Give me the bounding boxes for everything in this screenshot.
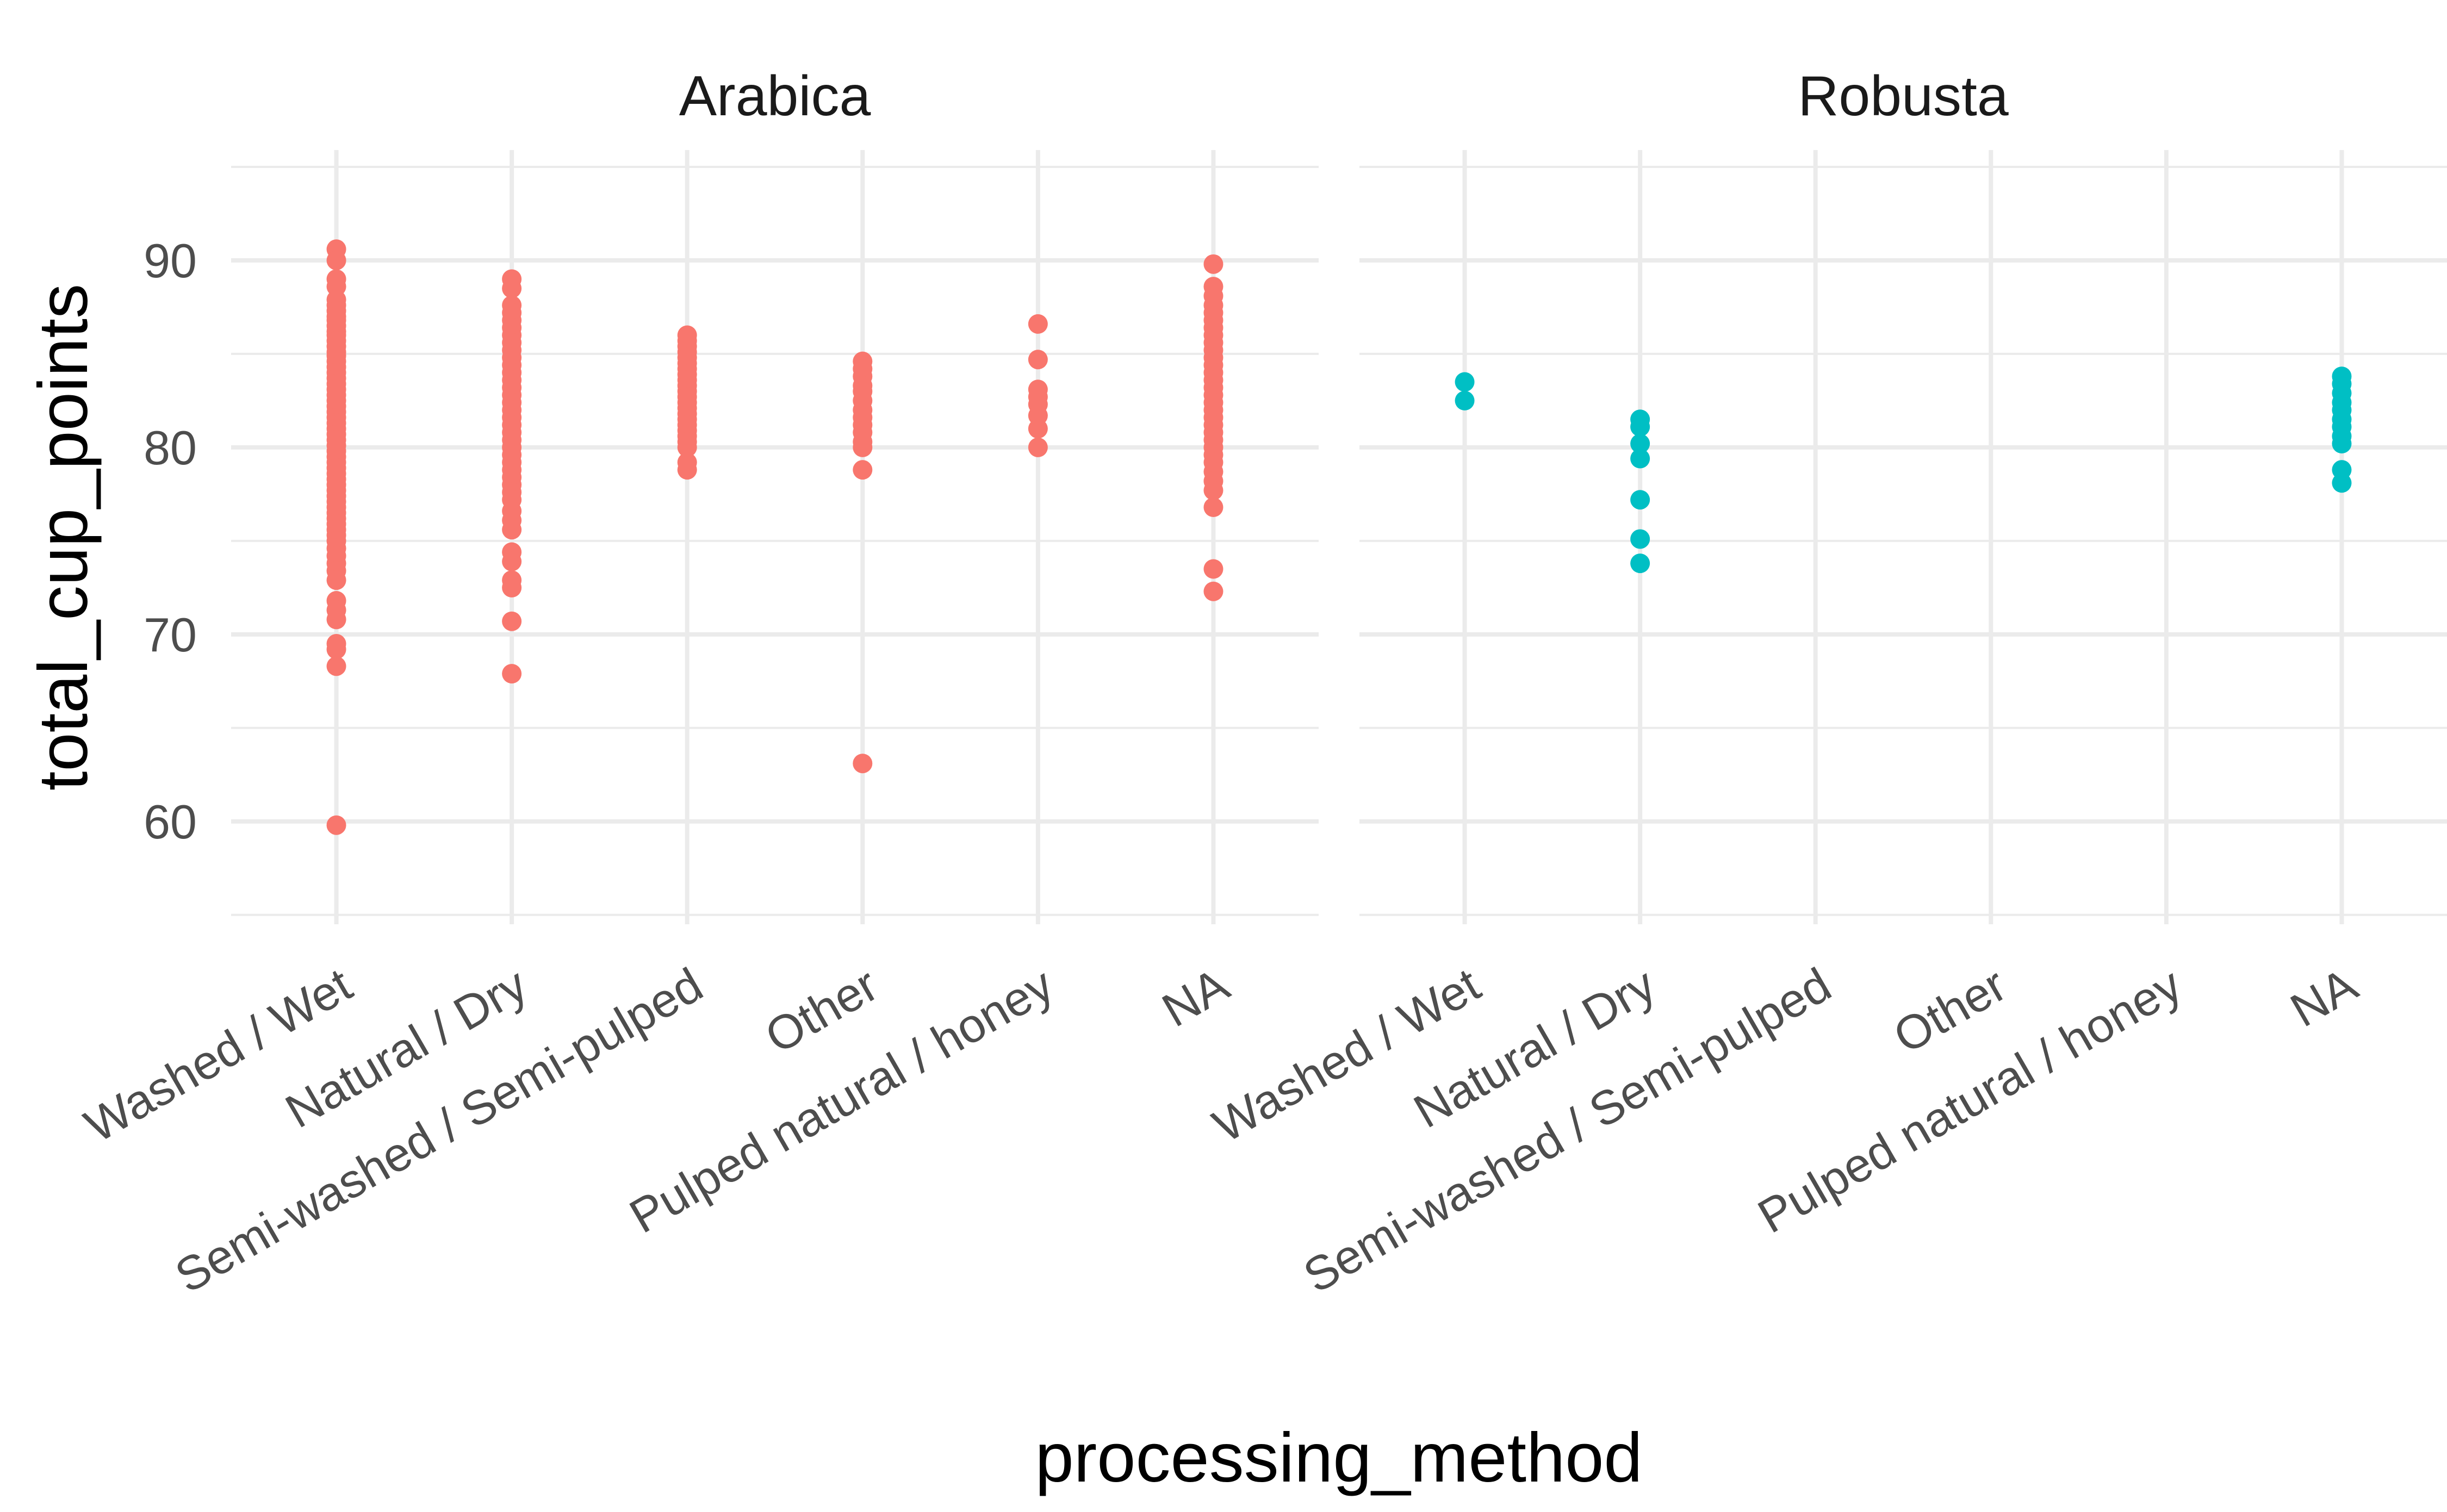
data-point (502, 611, 522, 631)
y-axis-title: total_cup_points (24, 284, 102, 791)
data-point (677, 460, 697, 480)
data-point (502, 551, 522, 571)
data-point (1455, 390, 1475, 410)
data-point (2332, 434, 2352, 454)
data-point (502, 664, 522, 684)
data-point (1630, 417, 1650, 437)
x-tick-label: Other (1885, 957, 2015, 1064)
y-tick-label: 90 (144, 234, 197, 288)
data-point (326, 639, 346, 659)
data-point (853, 754, 873, 774)
data-point (1203, 581, 1224, 601)
data-points (1455, 366, 2352, 574)
data-point (1028, 350, 1048, 370)
data-point (1203, 497, 1224, 517)
data-point (326, 570, 346, 590)
facet-strip-label-robusta: Robusta (1798, 65, 2009, 128)
data-point (502, 520, 522, 540)
data-point (1203, 254, 1224, 274)
y-tick-label: 60 (144, 795, 197, 849)
data-point (1028, 437, 1048, 457)
data-point (677, 437, 697, 457)
data-point (1630, 449, 1650, 469)
minor-gridlines (1359, 165, 2447, 916)
data-point (2332, 473, 2352, 493)
data-point (502, 577, 522, 598)
y-tick-label: 80 (144, 421, 197, 475)
y-tick-labels: 60 70 80 90 (144, 234, 197, 849)
x-tick-label: NA (1153, 957, 1238, 1037)
x-axis-title: processing_method (1035, 1419, 1642, 1497)
data-point (326, 815, 346, 835)
minor-gridlines (231, 165, 1319, 916)
data-point (1203, 559, 1224, 579)
data-points (326, 239, 1224, 835)
data-point (1630, 553, 1650, 574)
data-point (326, 250, 346, 270)
data-point (853, 437, 873, 457)
data-point (1630, 529, 1650, 549)
data-point (326, 609, 346, 630)
major-gridlines (1359, 150, 2447, 924)
x-tick-label: Other (756, 957, 887, 1064)
facet-strip-label-arabica: Arabica (679, 65, 871, 128)
data-point (1630, 434, 1650, 454)
x-tick-label: NA (2282, 957, 2367, 1037)
data-point (853, 460, 873, 480)
data-point (1455, 372, 1475, 392)
data-point (326, 656, 346, 676)
major-gridlines (231, 150, 1319, 924)
data-point (1028, 314, 1048, 334)
y-tick-label: 70 (144, 608, 197, 662)
data-point (1630, 490, 1650, 510)
data-point (1203, 481, 1224, 501)
data-point (502, 278, 522, 298)
data-point (1028, 419, 1048, 439)
